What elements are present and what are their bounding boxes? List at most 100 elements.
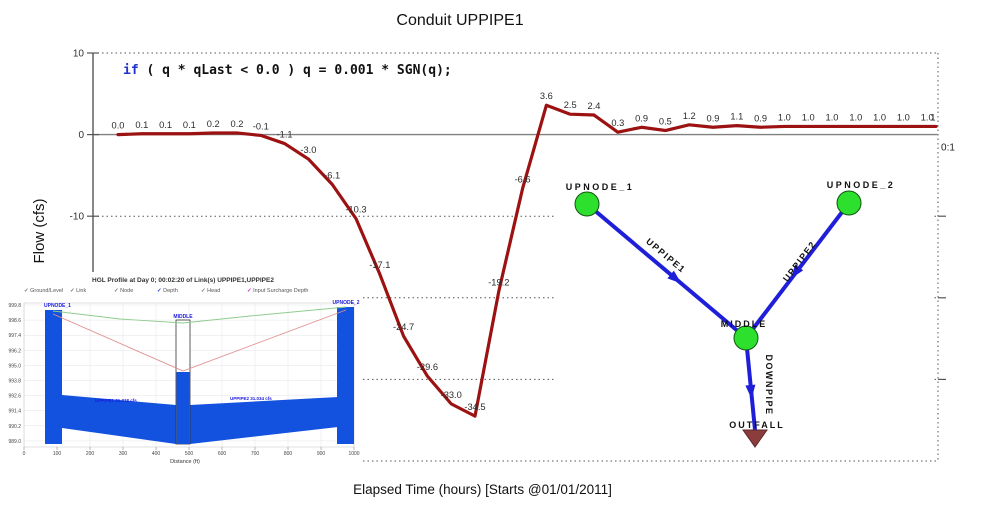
legend-label: Input Surcharge Depth [253, 288, 308, 294]
inset-y-tick-label: 998.6 [8, 318, 21, 324]
y-tick-label: 0 [78, 130, 84, 141]
legend-label: Head [207, 288, 220, 294]
legend-item[interactable]: ✓ Head [201, 288, 220, 294]
node-upnode2[interactable] [836, 190, 862, 216]
inset-x-tick-label: 700 [251, 451, 260, 457]
pipe-uppipe1[interactable] [585, 202, 748, 340]
inset-x-tick-label: 600 [218, 451, 227, 457]
point-label: 0.0 [112, 121, 125, 131]
point-label: -6.1 [324, 170, 340, 180]
point-label: 0.1 [183, 120, 196, 130]
point-label: 1.0 [921, 112, 934, 122]
code-body: ( q * qLast < 0.0 ) q = 0.001 * SGN(q); [138, 63, 452, 78]
inset-legend: ✓ Ground/Level ✓ Link ✓ Node ✓ Depth ✓ Head ✓… [24, 288, 308, 294]
inset-x-tick-label: 1000 [348, 451, 359, 457]
hgl-profile-inset: HGL Profile at Day 0; 00:02:20 of Link(s… [3, 272, 360, 472]
point-label: 2.4 [588, 101, 601, 111]
point-label: -10.3 [345, 205, 366, 215]
legend-check-icon[interactable]: ✓ [114, 288, 120, 294]
network-diagram: UPNODE_1 UPNODE_2 MIDDLE OUTFALL UPPIPE1… [556, 166, 934, 456]
point-label: 1.2 [683, 111, 696, 121]
point-label: -33.0 [441, 390, 462, 400]
inset-x-tick-labels: 0 100 200 300 400 500 600 700 800 900 1000 [23, 447, 360, 457]
y-tick-label: 10 [73, 49, 85, 60]
legend-item[interactable]: ✓ Ground/Level [24, 288, 63, 294]
inset-flow-label-uppipe2: UPPIPE2 31.034 cfs [230, 396, 272, 401]
point-label: 0.2 [231, 119, 244, 129]
pipe-label-downpipe: DOWNPIPE [764, 354, 774, 415]
flow-arrow-icon [745, 384, 756, 399]
point-label: -29.6 [417, 362, 438, 372]
point-label: 0.9 [754, 113, 767, 123]
inset-upnode1-column [45, 310, 62, 444]
point-label: 0.2 [207, 119, 220, 129]
legend-item[interactable]: ✓ Node [114, 288, 133, 294]
point-label: 0.9 [635, 113, 648, 123]
point-label: -34.5 [464, 402, 485, 412]
point-label: 1 [930, 112, 935, 122]
inset-x-tick-label: 300 [119, 451, 128, 457]
inset-title: HGL Profile at Day 0; 00:02:20 of Link(s… [92, 277, 274, 284]
inset-x-tick-label: 400 [152, 451, 161, 457]
inset-uppipe2-water [190, 397, 338, 444]
inset-y-tick-label: 992.6 [8, 394, 21, 400]
point-label: 1.0 [849, 112, 862, 122]
inset-label-upnode1: UPNODE_1 [44, 303, 71, 309]
point-label: 0.5 [659, 117, 672, 127]
point-label: -17.1 [369, 260, 390, 270]
inset-y-tick-label: 996.2 [8, 348, 21, 354]
inset-y-tick-labels: 999.8 998.6 997.4 996.2 995.0 993.8 992.6 991.4… [8, 303, 21, 445]
inset-flow-label-uppipe1: UPPIPE1 31.318 cfs [95, 398, 137, 403]
flow-arrow-icon [790, 264, 804, 279]
legend-label: Node [120, 288, 133, 294]
inset-x-tick-label: 200 [86, 451, 95, 457]
legend-check-icon[interactable]: ✓ [24, 288, 30, 294]
point-label: 1.0 [802, 112, 815, 122]
legend-check-icon[interactable]: ✓ [157, 288, 163, 294]
inset-x-tick-label: 800 [284, 451, 293, 457]
node-middle[interactable] [733, 325, 759, 351]
flow-curve [116, 103, 938, 418]
point-label: 1.0 [897, 112, 910, 122]
legend-item[interactable]: ✓ Link [70, 288, 86, 294]
legend-item[interactable]: ✓ Depth [157, 288, 178, 294]
inset-ground-line [52, 306, 347, 324]
point-label: 3.6 [540, 91, 553, 101]
point-label: -24.7 [393, 322, 414, 332]
outfall-triangle-icon[interactable] [742, 429, 768, 448]
point-label: 0.9 [707, 113, 720, 123]
point-label: -19.2 [488, 277, 509, 287]
inset-x-tick-label: 900 [317, 451, 326, 457]
node-label-middle: MIDDLE [721, 319, 768, 329]
point-label: -3.0 [300, 145, 316, 155]
chart-title: Conduit UPPIPE1 [396, 12, 524, 29]
code-keyword: if [123, 63, 139, 78]
point-label: 1.1 [730, 112, 743, 122]
legend-item[interactable]: ✓ Input Surcharge Depth [247, 288, 308, 294]
legend-label: Ground/Level [30, 288, 63, 294]
point-label: 0.1 [159, 120, 172, 130]
flow-series-line [116, 103, 938, 418]
inset-y-tick-label: 993.8 [8, 379, 21, 385]
node-upnode1[interactable] [574, 191, 600, 217]
inset-y-tick-label: 991.4 [8, 409, 21, 415]
inset-x-axis-title: Distance (ft) [170, 459, 200, 465]
inset-y-tick-label: 997.4 [8, 333, 21, 339]
point-label: -0.1 [253, 121, 269, 131]
inset-y-tick-label: 999.8 [8, 303, 21, 309]
legend-check-icon[interactable]: ✓ [201, 288, 207, 294]
point-label: 1.0 [873, 112, 886, 122]
point-label: 1.0 [778, 112, 791, 122]
y-tick-label: -10 [70, 212, 85, 223]
inset-x-tick-label: 0 [23, 451, 26, 457]
inset-uppipe1-water [62, 395, 176, 444]
inset-label-middle: MIDDLE [173, 314, 193, 320]
point-label: -6.6 [515, 174, 531, 184]
pipe-downpipe[interactable] [744, 337, 757, 431]
inset-upnode2-column [337, 307, 354, 444]
legend-check-icon[interactable]: ✓ [247, 288, 253, 294]
legend-check-icon[interactable]: ✓ [70, 288, 76, 294]
inset-x-tick-label: 500 [185, 451, 194, 457]
inset-label-upnode2: UPNODE_2 [333, 300, 360, 306]
